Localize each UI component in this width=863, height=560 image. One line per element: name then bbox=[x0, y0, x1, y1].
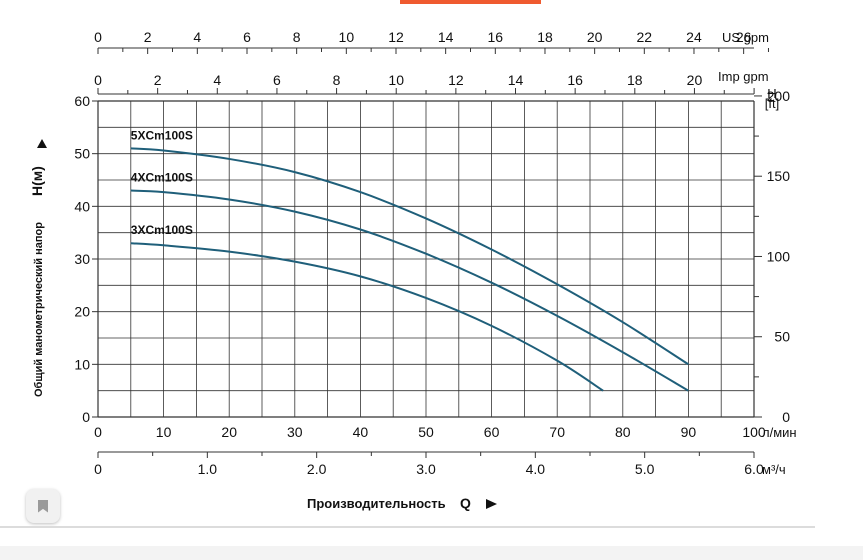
x-axis-symbol: Q bbox=[460, 495, 471, 511]
series-line-3XCm100S bbox=[130, 242, 604, 392]
us-gpm-tick-label: 12 bbox=[388, 29, 404, 45]
x-m3h-tick-label: 0 bbox=[94, 461, 102, 477]
us-gpm-tick-label: 14 bbox=[438, 29, 454, 45]
us-gpm-tick-label: 22 bbox=[637, 29, 653, 45]
top-accent-bar bbox=[400, 0, 541, 4]
x-m3h-tick-label: 5.0 bbox=[635, 461, 655, 477]
series-label: 5XCm100S bbox=[131, 128, 193, 142]
x-lmin-tick-label: 0 bbox=[94, 424, 102, 440]
y-tick-label: 50 bbox=[74, 146, 90, 162]
us-gpm-tick-label: 2 bbox=[144, 29, 152, 45]
grid bbox=[92, 47, 769, 458]
right-tick-label: 100 bbox=[767, 248, 791, 264]
imp-gpm-tick-label: 16 bbox=[567, 72, 583, 88]
y-axis-arrow-icon bbox=[37, 139, 47, 148]
imp-gpm-tick-label: 18 bbox=[627, 72, 643, 88]
series-label: 4XCm100S bbox=[131, 171, 193, 185]
series-line-4XCm100S bbox=[130, 189, 689, 392]
x-lmin-tick-label: 50 bbox=[418, 424, 434, 440]
y-tick-label: 10 bbox=[74, 356, 90, 372]
us-gpm-tick-label: 16 bbox=[488, 29, 504, 45]
x-m3h-tick-label: 4.0 bbox=[526, 461, 546, 477]
series-line-5XCm100S bbox=[130, 147, 689, 366]
x-lmin-tick-label: 100 bbox=[742, 424, 766, 440]
us-gpm-tick-label: 8 bbox=[293, 29, 301, 45]
y-axis-label: Общий манометрический напор bbox=[33, 222, 45, 397]
x-m3h-tick-label: 6.0 bbox=[744, 461, 764, 477]
x-lmin-tick-label: 10 bbox=[156, 424, 172, 440]
right-axis-unit-bottom: [ft] bbox=[765, 96, 779, 111]
x-lmin-tick-label: 80 bbox=[615, 424, 631, 440]
imp-gpm-tick-label: 0 bbox=[94, 72, 102, 88]
us-gpm-tick-label: 24 bbox=[686, 29, 702, 45]
imp-gpm-tick-label: 6 bbox=[273, 72, 281, 88]
x-m3h-tick-label: 2.0 bbox=[307, 461, 327, 477]
y-tick-label: 20 bbox=[74, 304, 90, 320]
x-lmin-tick-label: 90 bbox=[681, 424, 697, 440]
us-gpm-tick-label: 20 bbox=[587, 29, 603, 45]
us-gpm-tick-label: 6 bbox=[243, 29, 251, 45]
us-gpm-tick-label: 26 bbox=[736, 29, 752, 45]
right-axis-unit-top: H bbox=[767, 86, 776, 101]
bottom-band bbox=[0, 546, 863, 560]
us-gpm-tick-label: 4 bbox=[193, 29, 201, 45]
imp-gpm-unit: Imp gpm bbox=[718, 69, 769, 84]
right-tick-label: 200 bbox=[767, 88, 791, 104]
series-label: 3XCm100S bbox=[131, 223, 193, 237]
us-gpm-tick-label: 0 bbox=[94, 29, 102, 45]
right-tick-label: 50 bbox=[774, 329, 790, 345]
imp-gpm-tick-label: 14 bbox=[508, 72, 524, 88]
y-axis-symbol: H(м) bbox=[29, 166, 45, 196]
x-lmin-tick-label: 30 bbox=[287, 424, 303, 440]
imp-gpm-tick-label: 20 bbox=[687, 72, 703, 88]
x-axis-title: Производительность Q bbox=[307, 495, 497, 511]
x-lmin-unit: л/мин bbox=[762, 425, 797, 440]
x-m3h-tick-label: 1.0 bbox=[198, 461, 218, 477]
x-axis-label: Производительность bbox=[307, 496, 446, 511]
imp-gpm-tick-label: 12 bbox=[448, 72, 464, 88]
us-gpm-tick-label: 18 bbox=[537, 29, 553, 45]
y-tick-label: 30 bbox=[74, 251, 90, 267]
right-tick-label: 150 bbox=[767, 168, 791, 184]
x-m3h-unit: м³/ч bbox=[762, 462, 786, 477]
x-lmin-tick-label: 70 bbox=[549, 424, 565, 440]
series-lines bbox=[130, 147, 689, 392]
y-axis-title: Общий манометрический напор H(м) bbox=[29, 139, 47, 397]
imp-gpm-tick-label: 2 bbox=[154, 72, 162, 88]
x-lmin-tick-label: 40 bbox=[353, 424, 369, 440]
bottom-divider bbox=[0, 526, 815, 528]
us-gpm-tick-label: 10 bbox=[339, 29, 355, 45]
x-lmin-tick-label: 20 bbox=[221, 424, 237, 440]
imp-gpm-tick-label: 4 bbox=[213, 72, 221, 88]
imp-gpm-tick-label: 8 bbox=[333, 72, 341, 88]
y-tick-label: 0 bbox=[82, 409, 90, 425]
y-tick-label: 40 bbox=[74, 198, 90, 214]
x-lmin-tick-label: 60 bbox=[484, 424, 500, 440]
imp-gpm-tick-label: 10 bbox=[388, 72, 404, 88]
y-tick-label: 60 bbox=[74, 93, 90, 109]
right-tick-label: 0 bbox=[782, 409, 790, 425]
x-axis-arrow-icon bbox=[486, 499, 497, 509]
bookmark-button[interactable] bbox=[26, 489, 60, 523]
us-gpm-unit: US gpm bbox=[722, 30, 769, 45]
x-m3h-tick-label: 3.0 bbox=[416, 461, 436, 477]
bookmark-icon bbox=[38, 499, 48, 513]
